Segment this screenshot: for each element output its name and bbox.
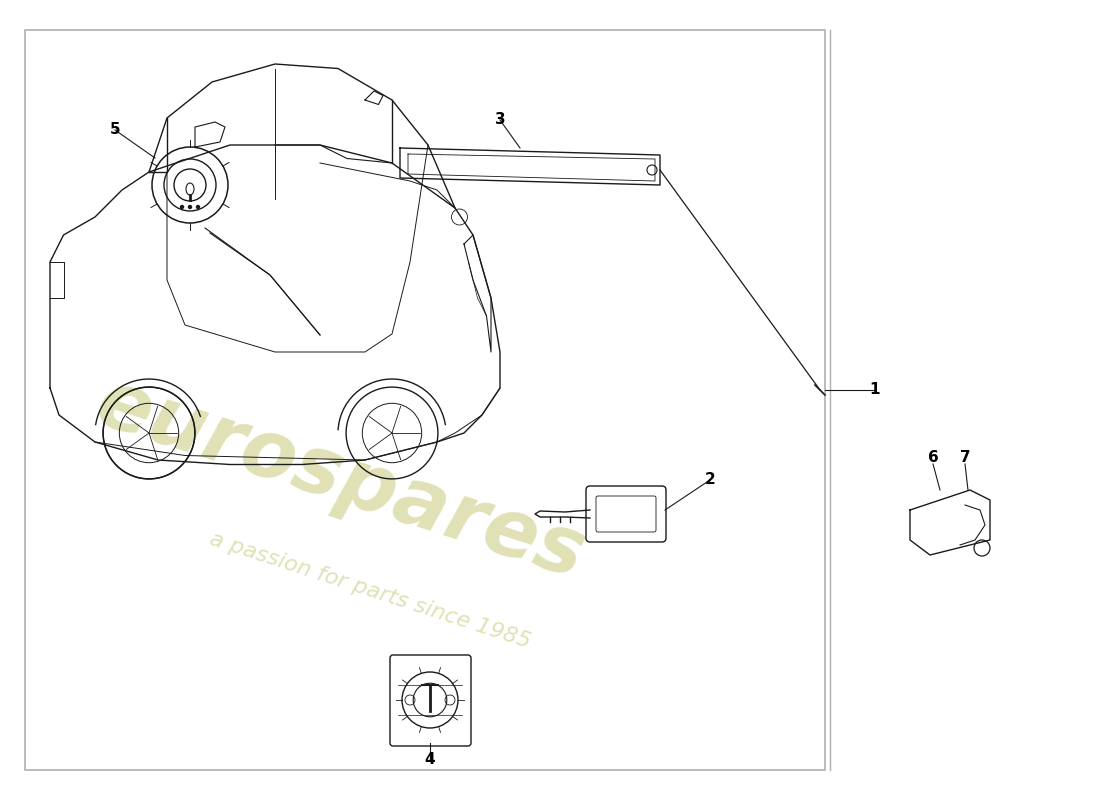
Circle shape: [188, 206, 191, 209]
Text: 4: 4: [425, 753, 436, 767]
Text: 6: 6: [927, 450, 938, 466]
Circle shape: [197, 206, 199, 209]
Text: a passion for parts since 1985: a passion for parts since 1985: [207, 529, 534, 651]
Text: 5: 5: [110, 122, 120, 138]
Text: 1: 1: [870, 382, 880, 398]
FancyBboxPatch shape: [390, 655, 471, 746]
Text: eurospares: eurospares: [86, 364, 594, 596]
Text: 3: 3: [495, 113, 505, 127]
FancyBboxPatch shape: [586, 486, 666, 542]
Circle shape: [180, 206, 184, 209]
Text: 2: 2: [705, 473, 715, 487]
Bar: [25, 30, 825, 770]
Text: 7: 7: [959, 450, 970, 466]
